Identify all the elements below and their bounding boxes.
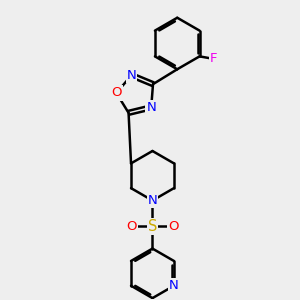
Text: N: N bbox=[127, 69, 136, 82]
Text: F: F bbox=[210, 52, 217, 65]
Text: N: N bbox=[146, 101, 156, 114]
Text: O: O bbox=[126, 220, 137, 233]
Text: S: S bbox=[148, 219, 157, 234]
Text: O: O bbox=[168, 220, 178, 233]
Text: N: N bbox=[148, 194, 158, 207]
Text: N: N bbox=[169, 279, 179, 292]
Text: O: O bbox=[111, 86, 122, 100]
